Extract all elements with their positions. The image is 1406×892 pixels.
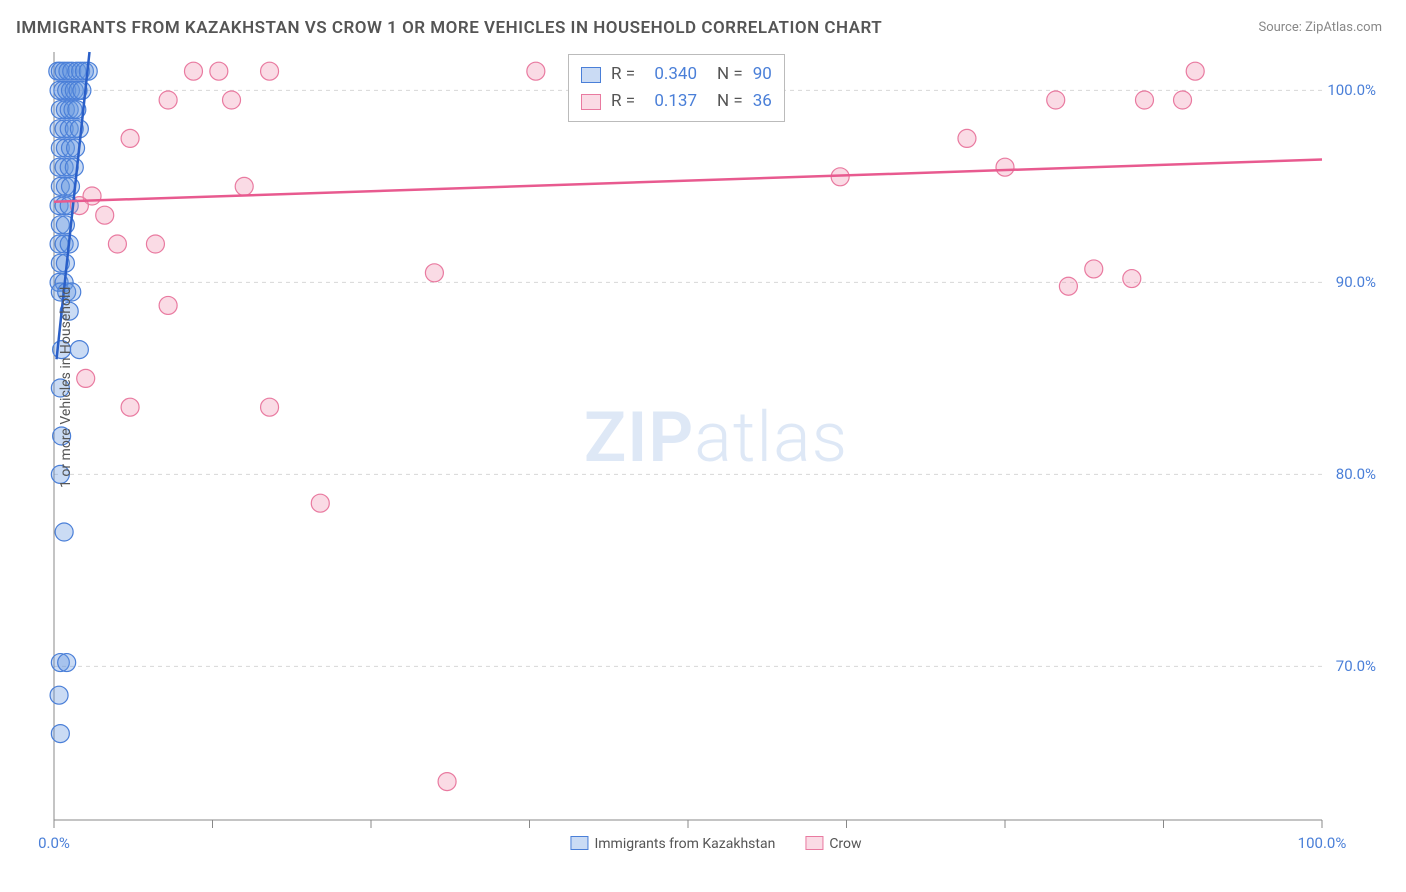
y-tick-label: 80.0% xyxy=(1336,465,1376,483)
stats-r-value: 0.340 xyxy=(645,61,697,88)
stats-legend-box: R = 0.340 N = 90 R = 0.137 N = 36 xyxy=(568,54,785,122)
x-tick-label: 100.0% xyxy=(1298,834,1347,852)
stats-n-label: N = xyxy=(717,88,743,115)
chart-title: IMMIGRANTS FROM KAZAKHSTAN VS CROW 1 OR … xyxy=(16,18,882,38)
stats-n-value: 36 xyxy=(753,88,772,115)
stats-swatch xyxy=(581,67,601,83)
bottom-legend: Immigrants from Kazakhstan Crow xyxy=(570,836,861,852)
legend-item: Crow xyxy=(805,836,861,852)
legend-label: Immigrants from Kazakhstan xyxy=(594,836,775,852)
stats-swatch xyxy=(581,94,601,110)
legend-swatch xyxy=(805,836,823,850)
y-tick-label: 70.0% xyxy=(1336,657,1376,675)
legend-item: Immigrants from Kazakhstan xyxy=(570,836,775,852)
y-axis-label: 1 or more Vehicles in Household xyxy=(58,287,74,488)
y-tick-label: 90.0% xyxy=(1336,273,1376,291)
stats-row: R = 0.340 N = 90 xyxy=(581,61,772,88)
stats-row: R = 0.137 N = 36 xyxy=(581,88,772,115)
y-tick-label: 100.0% xyxy=(1327,81,1376,99)
stats-n-value: 90 xyxy=(753,61,772,88)
legend-label: Crow xyxy=(829,836,861,852)
x-tick-label: 0.0% xyxy=(38,834,70,852)
stats-r-value: 0.137 xyxy=(645,88,697,115)
stats-n-label: N = xyxy=(717,61,743,88)
legend-swatch xyxy=(570,836,588,850)
source-label: Source: ZipAtlas.com xyxy=(1258,20,1382,35)
scatter-plot: 1 or more Vehicles in Household ZIPatlas… xyxy=(48,48,1384,828)
stats-r-label: R = xyxy=(611,61,635,88)
stats-r-label: R = xyxy=(611,88,635,115)
plot-svg xyxy=(48,48,1384,828)
